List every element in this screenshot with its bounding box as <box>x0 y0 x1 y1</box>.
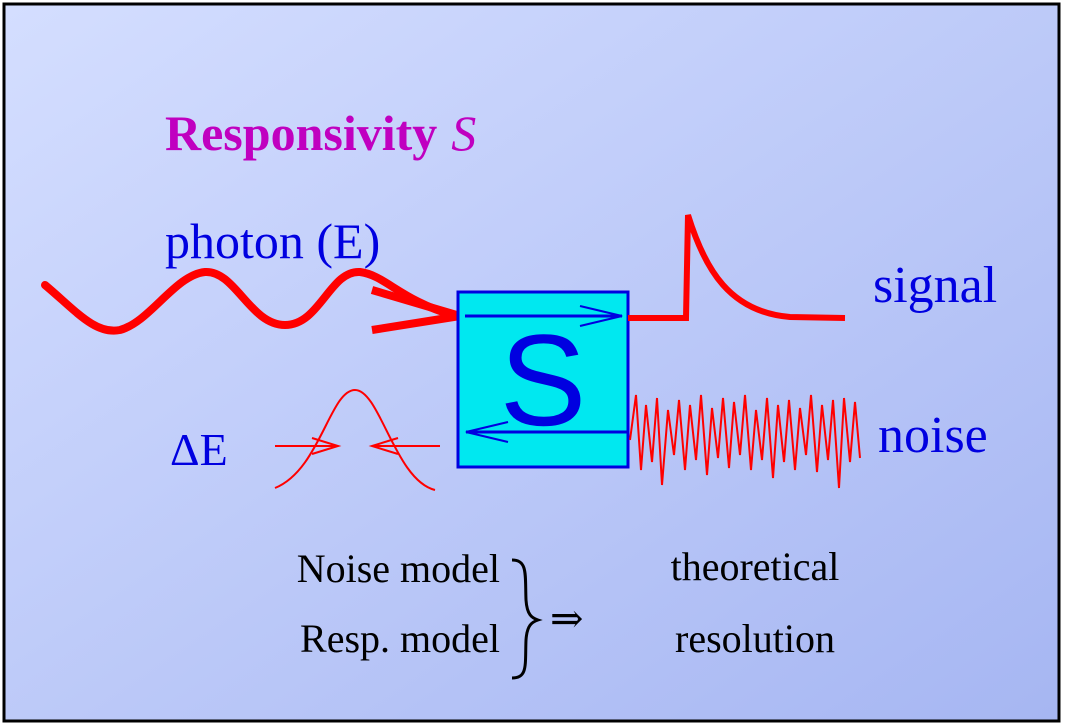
theoretical-label: theoretical <box>671 544 840 589</box>
width-arrowhead-left <box>311 437 342 455</box>
noise-label: noise <box>878 407 988 464</box>
box-label: S <box>500 307 587 453</box>
title-text: Responsivity <box>165 105 437 161</box>
photon-label: photon (E) <box>165 213 380 269</box>
resolution-label: resolution <box>675 616 835 661</box>
resp-model-label: Resp. model <box>300 616 500 661</box>
title: Responsivity S <box>165 105 476 161</box>
forward-arrowhead <box>579 305 623 327</box>
title-symbol: S <box>451 105 476 161</box>
photon-wave <box>41 268 459 335</box>
width-arrowhead-right <box>368 437 399 455</box>
noise-model-label: Noise model <box>297 546 500 591</box>
implies-arrow: ⇒ <box>550 596 584 641</box>
signal-label: signal <box>873 257 997 314</box>
signal-pulse <box>628 214 846 321</box>
gaussian <box>274 388 436 491</box>
noise-trace <box>629 394 861 489</box>
back-arrowhead <box>465 421 509 443</box>
delta-e-label: ΔE <box>170 424 228 475</box>
brace <box>511 558 543 680</box>
